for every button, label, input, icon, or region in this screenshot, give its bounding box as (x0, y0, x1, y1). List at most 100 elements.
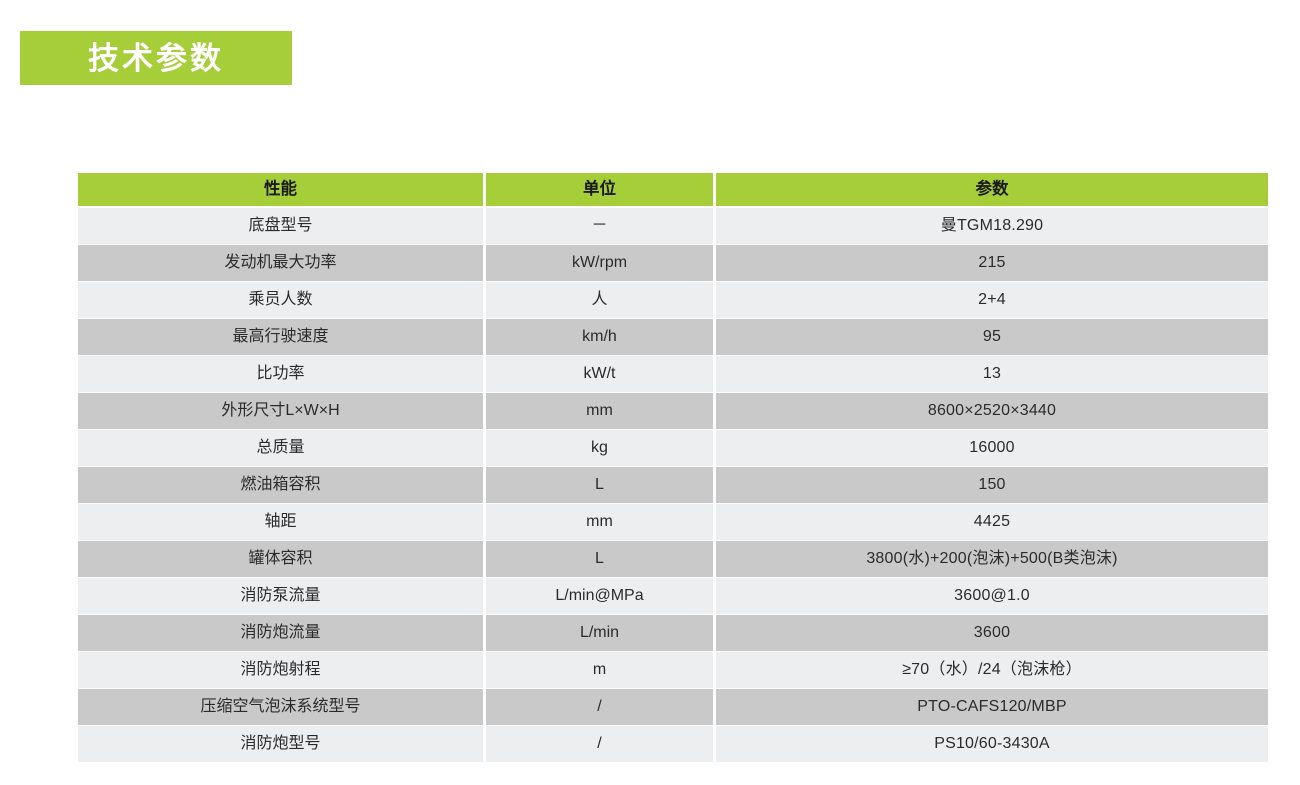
column-divider (483, 282, 486, 318)
column-divider (713, 393, 716, 429)
column-divider (713, 173, 716, 206)
cell-unit: － (486, 208, 713, 244)
cell-parameter: PS10/60-3430A (716, 726, 1268, 762)
table-row: 罐体容积 L 3800(水)+200(泡沫)+500(B类泡沫) (78, 541, 1268, 577)
table-row: 底盘型号－曼TGM18.290 (78, 208, 1268, 244)
column-divider (483, 541, 486, 577)
column-divider (483, 578, 486, 614)
cell-unit: 人 (486, 282, 713, 318)
cell-unit: m (486, 652, 713, 688)
cell-unit: L/min (486, 615, 713, 651)
table-body: 底盘型号－曼TGM18.290 发动机最大功率 kW/rpm 215 乘员人数人 2+4 最… (78, 208, 1268, 762)
cell-performance: 底盘型号 (78, 208, 483, 244)
cell-unit: kW/rpm (486, 245, 713, 281)
cell-parameter: 150 (716, 467, 1268, 503)
cell-parameter: ≥70（水）/24（泡沫枪） (716, 652, 1268, 688)
cell-performance: 消防泵流量 (78, 578, 483, 614)
column-header-parameter: 参数 (716, 173, 1268, 206)
table-row: 比功率 kW/t 13 (78, 356, 1268, 392)
cell-unit: kg (486, 430, 713, 466)
column-divider (483, 393, 486, 429)
table-row: 最高行驶速度 km/h 95 (78, 319, 1268, 355)
cell-performance: 最高行驶速度 (78, 319, 483, 355)
column-divider (713, 319, 716, 355)
cell-parameter: 3800(水)+200(泡沫)+500(B类泡沫) (716, 541, 1268, 577)
column-divider (483, 173, 486, 206)
cell-performance: 发动机最大功率 (78, 245, 483, 281)
cell-parameter: 16000 (716, 430, 1268, 466)
table-row: 发动机最大功率 kW/rpm 215 (78, 245, 1268, 281)
table-row: 总质量 kg 16000 (78, 430, 1268, 466)
column-divider (713, 615, 716, 651)
table-row: 燃油箱容积 L 150 (78, 467, 1268, 503)
cell-performance: 罐体容积 (78, 541, 483, 577)
column-divider (713, 282, 716, 318)
table-row: 轴距 mm 4425 (78, 504, 1268, 540)
table-row: 消防炮流量 L/min 3600 (78, 615, 1268, 651)
column-header-performance: 性能 (78, 173, 483, 206)
cell-parameter: PTO-CAFS120/MBP (716, 689, 1268, 725)
technical-specification-table: 性能 单位 参数 底盘型号－曼TGM18.290 发动机最大功率 kW/rpm 215… (78, 173, 1268, 762)
column-divider (713, 726, 716, 762)
column-divider (483, 652, 486, 688)
cell-unit: kW/t (486, 356, 713, 392)
column-divider (713, 467, 716, 503)
cell-performance: 压缩空气泡沫系统型号 (78, 689, 483, 725)
cell-performance: 轴距 (78, 504, 483, 540)
cell-parameter: 2+4 (716, 282, 1268, 318)
cell-unit: L (486, 467, 713, 503)
column-divider (713, 689, 716, 725)
table-row: 压缩空气泡沫系统型号 / PTO-CAFS120/MBP (78, 689, 1268, 725)
table-row: 消防炮射程 m ≥70（水）/24（泡沫枪） (78, 652, 1268, 688)
page-title: 技术参数 (88, 40, 224, 76)
cell-unit: / (486, 689, 713, 725)
column-divider (483, 245, 486, 281)
column-divider (713, 208, 716, 244)
cell-parameter: 3600@1.0 (716, 578, 1268, 614)
column-divider (483, 319, 486, 355)
cell-parameter: 8600×2520×3440 (716, 393, 1268, 429)
cell-unit: L/min@MPa (486, 578, 713, 614)
table-row: 消防泵流量 L/min@MPa 3600@1.0 (78, 578, 1268, 614)
table-row: 消防炮型号 / PS10/60-3430A (78, 726, 1268, 762)
page-title-banner: 技术参数 (20, 31, 292, 85)
cell-parameter: 3600 (716, 615, 1268, 651)
table-header-row: 性能 单位 参数 (78, 173, 1268, 206)
table-row: 外形尺寸L×W×H mm 8600×2520×3440 (78, 393, 1268, 429)
column-divider (713, 541, 716, 577)
column-divider (483, 615, 486, 651)
cell-unit: mm (486, 393, 713, 429)
cell-parameter: 曼TGM18.290 (716, 208, 1268, 244)
cell-parameter: 13 (716, 356, 1268, 392)
cell-parameter: 4425 (716, 504, 1268, 540)
column-divider (483, 430, 486, 466)
cell-performance: 消防炮射程 (78, 652, 483, 688)
column-divider (713, 245, 716, 281)
column-divider (483, 356, 486, 392)
column-divider (483, 208, 486, 244)
column-divider (483, 726, 486, 762)
cell-performance: 乘员人数 (78, 282, 483, 318)
column-divider (483, 689, 486, 725)
cell-performance: 燃油箱容积 (78, 467, 483, 503)
cell-parameter: 95 (716, 319, 1268, 355)
cell-performance: 外形尺寸L×W×H (78, 393, 483, 429)
cell-performance: 总质量 (78, 430, 483, 466)
column-divider (483, 504, 486, 540)
column-divider (713, 652, 716, 688)
column-divider (483, 467, 486, 503)
table-row: 乘员人数人 2+4 (78, 282, 1268, 318)
cell-unit: / (486, 726, 713, 762)
cell-unit: mm (486, 504, 713, 540)
column-divider (713, 356, 716, 392)
cell-performance: 消防炮流量 (78, 615, 483, 651)
column-divider (713, 430, 716, 466)
cell-unit: L (486, 541, 713, 577)
cell-performance: 比功率 (78, 356, 483, 392)
column-header-unit: 单位 (486, 173, 713, 206)
cell-performance: 消防炮型号 (78, 726, 483, 762)
cell-parameter: 215 (716, 245, 1268, 281)
column-divider (713, 578, 716, 614)
column-divider (713, 504, 716, 540)
cell-unit: km/h (486, 319, 713, 355)
